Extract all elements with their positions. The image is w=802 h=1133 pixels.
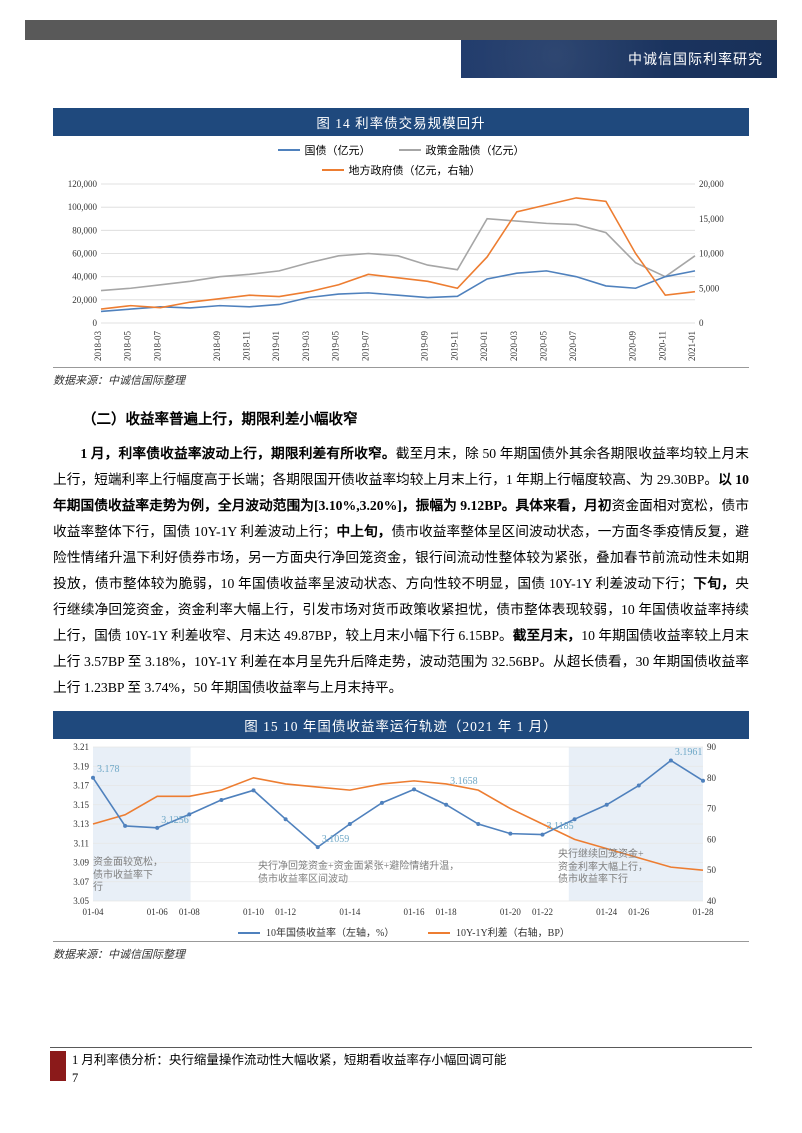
- svg-text:01-04: 01-04: [83, 907, 104, 917]
- svg-text:2019-05: 2019-05: [331, 331, 341, 361]
- svg-text:01-12: 01-12: [275, 907, 296, 917]
- chart15: 3.05 3.07 3.09 3.11 3.13 3.15 3.17 3.19 3.21 40 50…: [53, 739, 749, 939]
- svg-text:2019-01: 2019-01: [271, 331, 281, 361]
- chart15-source: 数据来源：中诚信国际整理: [53, 941, 749, 964]
- point-label: 3.1658: [450, 776, 478, 787]
- point-label: 3.1059: [322, 834, 350, 845]
- svg-text:3.07: 3.07: [73, 877, 89, 887]
- svg-text:2018-11: 2018-11: [242, 331, 252, 361]
- svg-text:20,000: 20,000: [72, 295, 97, 305]
- svg-text:5,000: 5,000: [699, 283, 720, 293]
- svg-text:10年国债收益率（左轴，%）: 10年国债收益率（左轴，%）: [266, 926, 394, 939]
- svg-text:2019-11: 2019-11: [449, 331, 459, 361]
- svg-text:3.13: 3.13: [73, 819, 89, 829]
- svg-text:2019-07: 2019-07: [360, 331, 370, 361]
- svg-text:2020-01: 2020-01: [479, 331, 489, 361]
- svg-text:90: 90: [707, 742, 717, 752]
- svg-text:3.09: 3.09: [73, 858, 89, 868]
- footer-red-block: [50, 1051, 66, 1081]
- footer-title: 1 月利率债分析：央行缩量操作流动性大幅收紧，短期看收益率存小幅回调可能: [72, 1053, 506, 1067]
- svg-text:2020-05: 2020-05: [539, 331, 549, 361]
- svg-text:20,000: 20,000: [699, 180, 724, 189]
- svg-text:40,000: 40,000: [72, 272, 97, 282]
- page-number: 7: [72, 1071, 78, 1085]
- svg-text:80: 80: [707, 773, 717, 783]
- svg-text:3.19: 3.19: [73, 762, 89, 772]
- chart-annotation: 资金面较宽松， 债市收益率下 行: [93, 857, 163, 895]
- svg-text:2018-07: 2018-07: [152, 331, 162, 361]
- legend-label: 政策金融债（亿元）: [426, 142, 525, 158]
- svg-text:01-08: 01-08: [179, 907, 200, 917]
- svg-text:01-24: 01-24: [596, 907, 617, 917]
- section-2-heading: （二）收益率普遍上行，期限利差小幅收窄: [53, 408, 749, 429]
- svg-text:01-18: 01-18: [436, 907, 457, 917]
- legend-label: 国债（亿元）: [305, 142, 371, 158]
- svg-text:10,000: 10,000: [699, 249, 724, 259]
- svg-text:15,000: 15,000: [699, 214, 724, 224]
- svg-text:3.21: 3.21: [73, 742, 89, 752]
- chart15-title: 图 15 10 年国债收益率运行轨迹（2021 年 1 月）: [53, 711, 749, 739]
- point-label: 3.1185: [546, 821, 573, 832]
- header-band: 中诚信国际利率研究: [25, 40, 777, 78]
- svg-text:3.05: 3.05: [73, 896, 89, 906]
- svg-text:01-22: 01-22: [532, 907, 553, 917]
- legend-label: 地方政府债（亿元，右轴）: [349, 162, 481, 178]
- svg-text:2021-01: 2021-01: [687, 331, 697, 361]
- body-paragraph: 1 月，利率债收益率波动上行，期限利差有所收窄。截至月末，除 50 年期国债外其…: [53, 441, 749, 701]
- chart15-svg: 3.05 3.07 3.09 3.11 3.13 3.15 3.17 3.19 3.21 40 50…: [53, 739, 743, 939]
- point-label: 3.1961: [675, 747, 703, 758]
- chart14-title: 图 14 利率债交易规模回升: [53, 108, 749, 136]
- chart14-legend-2: 地方政府债（亿元，右轴）: [53, 156, 749, 180]
- svg-text:10Y-1Y利差（右轴，BP）: 10Y-1Y利差（右轴，BP）: [456, 926, 570, 939]
- svg-text:2018-05: 2018-05: [123, 331, 133, 361]
- svg-text:2019-09: 2019-09: [420, 331, 430, 361]
- svg-text:01-14: 01-14: [339, 907, 360, 917]
- point-label: 3.178: [97, 764, 120, 775]
- svg-text:3.17: 3.17: [73, 781, 89, 791]
- svg-text:80,000: 80,000: [72, 225, 97, 235]
- svg-text:01-10: 01-10: [243, 907, 264, 917]
- bold-lead: 1 月，利率债收益率波动上行，期限利差有所收窄。: [80, 446, 395, 461]
- svg-text:01-20: 01-20: [500, 907, 521, 917]
- svg-text:2020-03: 2020-03: [509, 331, 519, 361]
- chart14-source: 数据来源：中诚信国际整理: [53, 367, 749, 390]
- svg-text:40: 40: [707, 896, 717, 906]
- svg-text:0: 0: [93, 318, 98, 328]
- point-label: 3.1256: [161, 815, 189, 826]
- svg-text:60,000: 60,000: [72, 249, 97, 259]
- svg-text:2018-03: 2018-03: [93, 331, 103, 361]
- svg-text:01-16: 01-16: [404, 907, 425, 917]
- svg-text:70: 70: [707, 804, 717, 814]
- svg-text:2020-07: 2020-07: [568, 331, 578, 361]
- svg-text:2020-11: 2020-11: [657, 331, 667, 361]
- chart-annotation: 央行净回笼资金+资金面紧张+避险情绪升温， 债市收益率区间波动: [258, 861, 459, 886]
- top-grey-bar: [25, 20, 777, 40]
- chart-annotation: 央行继续回笼资金+ 资金利率大幅上行， 债市收益率下行: [558, 849, 648, 887]
- svg-text:2018-09: 2018-09: [212, 331, 222, 361]
- svg-text:120,000: 120,000: [68, 180, 98, 189]
- chart14-svg: 0 20,000 40,000 60,000 80,000 100,000 120,000 0…: [53, 180, 743, 365]
- svg-text:3.15: 3.15: [73, 800, 89, 810]
- svg-text:3.11: 3.11: [74, 839, 89, 849]
- chart14: 国债（亿元） 政策金融债（亿元） 地方政府债（亿元，右轴） 0 20,000 40,…: [53, 136, 749, 365]
- svg-text:50: 50: [707, 866, 717, 876]
- svg-text:01-06: 01-06: [147, 907, 168, 917]
- svg-text:100,000: 100,000: [68, 202, 98, 212]
- svg-text:0: 0: [699, 318, 704, 328]
- page-footer: 1 月利率债分析：央行缩量操作流动性大幅收紧，短期看收益率存小幅回调可能 7: [50, 1047, 752, 1087]
- svg-text:01-28: 01-28: [693, 907, 714, 917]
- svg-text:01-26: 01-26: [628, 907, 649, 917]
- header-title: 中诚信国际利率研究: [628, 49, 763, 69]
- svg-text:60: 60: [707, 835, 717, 845]
- svg-text:2020-09: 2020-09: [628, 331, 638, 361]
- svg-text:2019-03: 2019-03: [301, 331, 311, 361]
